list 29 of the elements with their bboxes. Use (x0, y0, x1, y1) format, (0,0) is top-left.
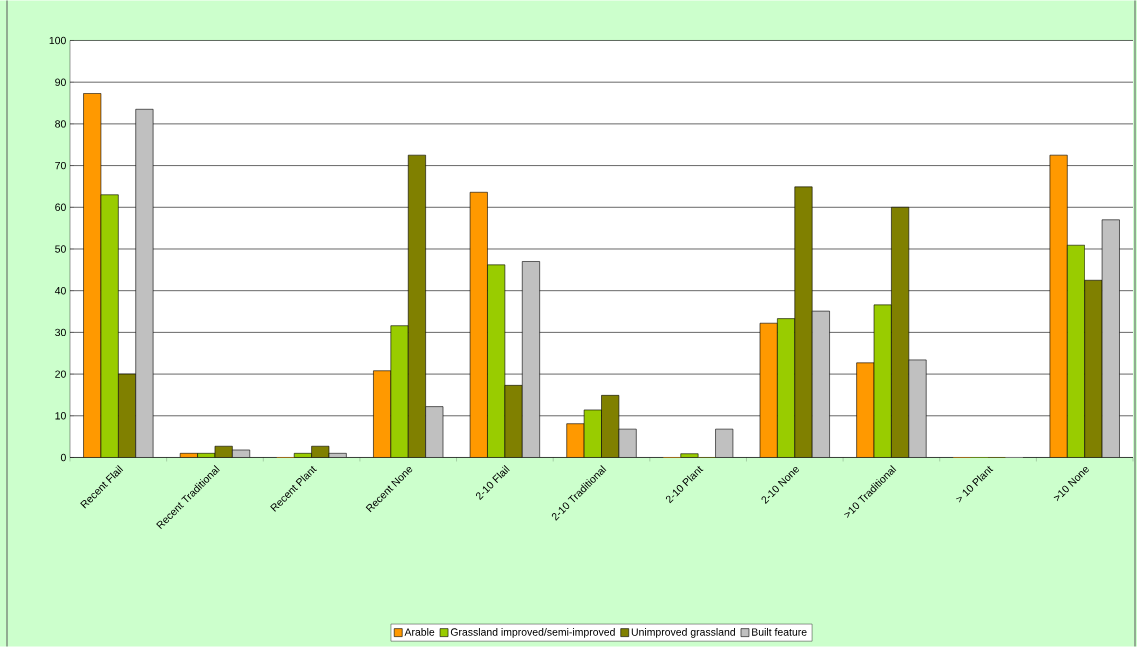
bar (794, 186, 813, 458)
bar (908, 359, 927, 458)
bar (521, 261, 540, 458)
y-tick-label: 100 (49, 36, 66, 45)
y-tick-label: 20 (55, 370, 66, 378)
y-tick-label: 80 (55, 120, 66, 128)
legend-label: Arable (404, 628, 435, 636)
bar (1101, 219, 1120, 458)
bar (680, 453, 699, 458)
y-tick-label: 0 (60, 453, 66, 462)
y-tick-label: 10 (55, 412, 66, 420)
y-tick-label: 70 (55, 161, 66, 170)
legend-label: Unimproved grassland (631, 628, 735, 638)
bar (601, 395, 620, 458)
y-tick-label: 60 (55, 203, 66, 211)
bar (407, 154, 426, 458)
y-tick-label: 40 (54, 286, 66, 295)
legend-label: Built feature (752, 628, 807, 636)
bar (891, 206, 910, 458)
y-tick-label: 90 (55, 78, 66, 86)
y-tick-label: 30 (55, 328, 66, 337)
bar (118, 373, 137, 458)
legend-label: Grassland improved/semi-improved (450, 628, 615, 638)
bar (425, 406, 444, 458)
y-tick-label: 50 (55, 245, 66, 253)
bar (811, 310, 830, 458)
bar (504, 385, 523, 458)
bar (135, 108, 154, 458)
bar (1084, 279, 1103, 458)
